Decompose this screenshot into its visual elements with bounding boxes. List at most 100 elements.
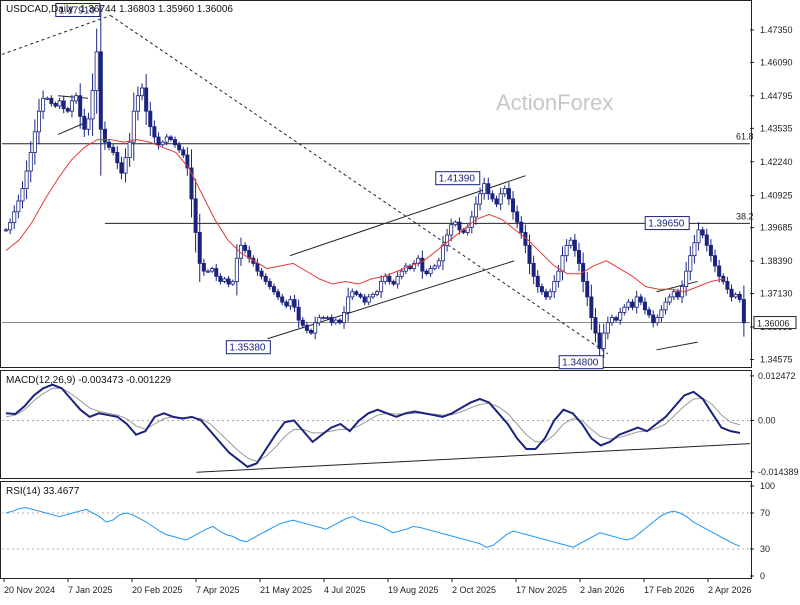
candle-body: [498, 193, 503, 205]
macd-y-tick-label: 0.00: [758, 415, 776, 425]
price-y-tick-label: 1.39685: [760, 223, 793, 233]
candle-body: [160, 141, 165, 146]
candle-body: [597, 332, 602, 349]
price-y-tick-label: 1.38390: [760, 256, 793, 266]
candle-body: [313, 322, 318, 334]
candle-body: [78, 95, 83, 117]
price-annotation-label: 1.39650: [648, 219, 685, 230]
candle-body: [634, 296, 639, 308]
candle-body: [280, 296, 285, 303]
candle-body: [321, 317, 326, 319]
candle-body: [515, 211, 520, 223]
candle-body: [692, 242, 697, 257]
candle-body: [218, 275, 223, 282]
candle-body: [358, 293, 363, 298]
candle-body: [102, 128, 107, 143]
candle-body: [181, 149, 186, 156]
candle-body: [111, 146, 116, 153]
price-y-tick-label: 1.46090: [760, 57, 793, 67]
candle-body: [696, 229, 701, 244]
candle-body: [61, 100, 66, 110]
macd-panel-frame: [0, 370, 752, 479]
candle-body: [148, 110, 153, 128]
candle-body: [144, 87, 149, 112]
candle-body: [45, 97, 50, 100]
candle-body: [655, 317, 660, 324]
price-annotation-box: [558, 355, 604, 370]
candle-body: [193, 198, 198, 233]
candle-body: [552, 281, 557, 293]
candle-body: [395, 275, 400, 285]
candle-body: [271, 286, 276, 293]
candle-body: [12, 211, 17, 224]
price-y-tick-label: 1.40925: [760, 191, 793, 201]
candle-body: [667, 296, 672, 303]
x-tick-label: 7 Apr 2025: [196, 585, 240, 595]
candle-body: [601, 332, 606, 349]
rsi-y-tick-label: 100: [760, 481, 775, 491]
candle-body: [350, 291, 355, 298]
candle-body: [379, 281, 384, 293]
macd-line: [5, 383, 741, 468]
candle-body: [568, 239, 573, 246]
candle-body: [366, 296, 371, 303]
candle-body: [86, 118, 91, 130]
rsi-y-tick-label: 70: [760, 508, 770, 518]
candle-body: [243, 244, 248, 251]
price-y-tick-label: 1.34575: [760, 354, 793, 364]
candle-body: [8, 222, 13, 231]
macd-trendline: [196, 443, 751, 473]
candle-body: [57, 100, 62, 107]
candle-body: [119, 162, 124, 174]
candle-body: [288, 299, 293, 307]
candle-body: [626, 301, 631, 308]
candle-body: [717, 265, 722, 277]
candle-body: [346, 296, 351, 313]
candle-body: [362, 296, 367, 303]
candle-body: [684, 270, 689, 288]
moving-average-line: [5, 139, 725, 293]
candle-body: [185, 154, 190, 169]
trendline: [656, 341, 698, 351]
candle-body: [16, 200, 21, 213]
candle-body: [391, 281, 396, 285]
x-tick-label: 17 Feb 2026: [644, 585, 695, 595]
candle-body: [107, 141, 112, 148]
candle-body: [449, 224, 454, 236]
candle-body: [576, 250, 581, 264]
candle-body: [605, 322, 610, 334]
price-y-tick-label: 1.43535: [760, 123, 793, 133]
candle-body: [511, 198, 516, 213]
candle-body: [424, 270, 429, 275]
macd-y-tick-label: 0.012472: [758, 371, 796, 381]
candle-body: [729, 288, 734, 298]
candle-body: [222, 278, 227, 282]
trendline: [110, 15, 609, 355]
candle-body: [115, 152, 120, 164]
candle-body: [156, 136, 161, 146]
macd-y-tick-label: -0.014389: [758, 467, 799, 477]
candle-body: [189, 167, 194, 200]
price-panel-frame: [0, 0, 752, 368]
candle-body: [737, 293, 742, 300]
price-annotation-box: [225, 340, 271, 355]
candle-body: [700, 229, 705, 236]
candle-body: [420, 257, 425, 272]
price-panel-title: USDCAD,Daily 1.36744 1.36803 1.35960 1.3…: [6, 4, 233, 15]
candle-body: [20, 188, 25, 202]
candle-body: [506, 188, 511, 200]
candle-body: [548, 291, 553, 298]
current-price-tag-label: 1.36006: [757, 319, 790, 329]
candle-body: [453, 221, 458, 226]
price-y-tick-label: 1.37130: [760, 289, 793, 299]
candle-body: [733, 293, 738, 298]
candle-body: [28, 152, 33, 172]
rsi-y-tick-label: 30: [760, 544, 770, 554]
x-tick-label: 20 Feb 2025: [132, 585, 183, 595]
candle-body: [333, 319, 338, 324]
watermark-text: ActionForex: [496, 90, 613, 115]
candle-body: [741, 299, 746, 324]
candle-body: [370, 293, 375, 298]
candle-body: [412, 262, 417, 269]
